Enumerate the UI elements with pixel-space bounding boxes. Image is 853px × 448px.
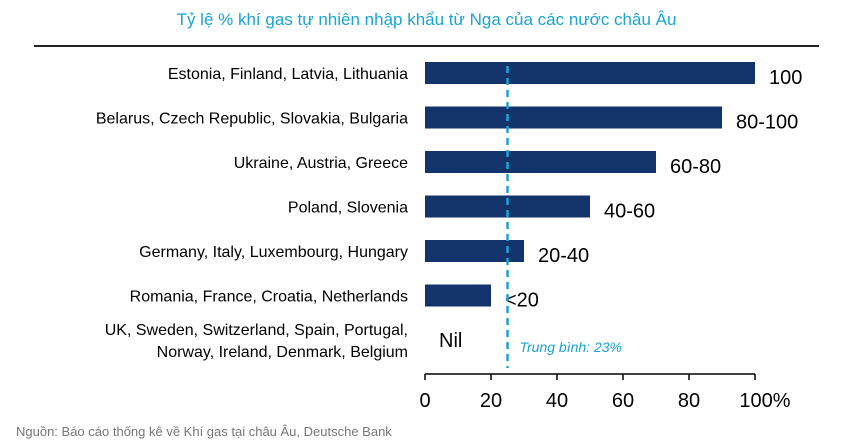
x-tick-label: 20 — [480, 390, 502, 412]
category-label-line: UK, Sweden, Switzerland, Spain, Portugal… — [105, 322, 408, 339]
source-note: Nguồn: Báo cáo thống kê về Khí gas tại c… — [16, 424, 392, 439]
value-label: 80-100 — [736, 112, 798, 134]
value-label: Nil — [439, 330, 462, 352]
category-label-line: Germany, Italy, Luxembourg, Hungary — [139, 244, 408, 261]
x-tick-label: 80 — [678, 390, 700, 412]
bar — [425, 240, 524, 262]
value-label: 60-80 — [670, 156, 721, 178]
category-label: Poland, Slovenia — [288, 200, 408, 217]
bar — [425, 106, 722, 129]
x-tick-label: 100% — [739, 390, 790, 412]
value-label: 100 — [769, 67, 802, 89]
bar — [425, 284, 491, 307]
category-label: Germany, Italy, Luxembourg, Hungary — [139, 244, 408, 261]
bar — [425, 195, 590, 218]
average-label: Trung bình: 23% — [520, 339, 622, 355]
category-label-line: Norway, Ireland, Denmark, Belgium — [157, 344, 408, 361]
category-label-line: Ukraine, Austria, Greece — [234, 155, 408, 172]
value-label: <20 — [505, 290, 539, 312]
category-label: Belarus, Czech Republic, Slovakia, Bulga… — [96, 111, 408, 128]
bar — [425, 62, 755, 84]
x-tick-label: 40 — [546, 390, 568, 412]
value-label: 40-60 — [604, 201, 655, 223]
category-label-line: Estonia, Finland, Latvia, Lithuania — [168, 66, 408, 83]
category-label: Estonia, Finland, Latvia, Lithuania — [168, 66, 408, 83]
category-label-line: Romania, France, Croatia, Netherlands — [130, 289, 408, 306]
title-divider — [34, 45, 819, 47]
x-tick-label: 60 — [612, 390, 634, 412]
chart-title: Tỷ lệ % khí gas tự nhiên nhập khẩu từ Ng… — [176, 10, 677, 29]
category-label-line: Poland, Slovenia — [288, 200, 408, 217]
value-label: 20-40 — [538, 245, 589, 267]
category-label: Ukraine, Austria, Greece — [234, 155, 408, 172]
category-label-line: Belarus, Czech Republic, Slovakia, Bulga… — [96, 111, 408, 128]
bar — [425, 151, 656, 173]
x-tick-label: 0 — [419, 390, 430, 412]
category-label: UK, Sweden, Switzerland, Spain, Portugal… — [105, 322, 408, 361]
category-label: Romania, France, Croatia, Netherlands — [130, 289, 408, 306]
